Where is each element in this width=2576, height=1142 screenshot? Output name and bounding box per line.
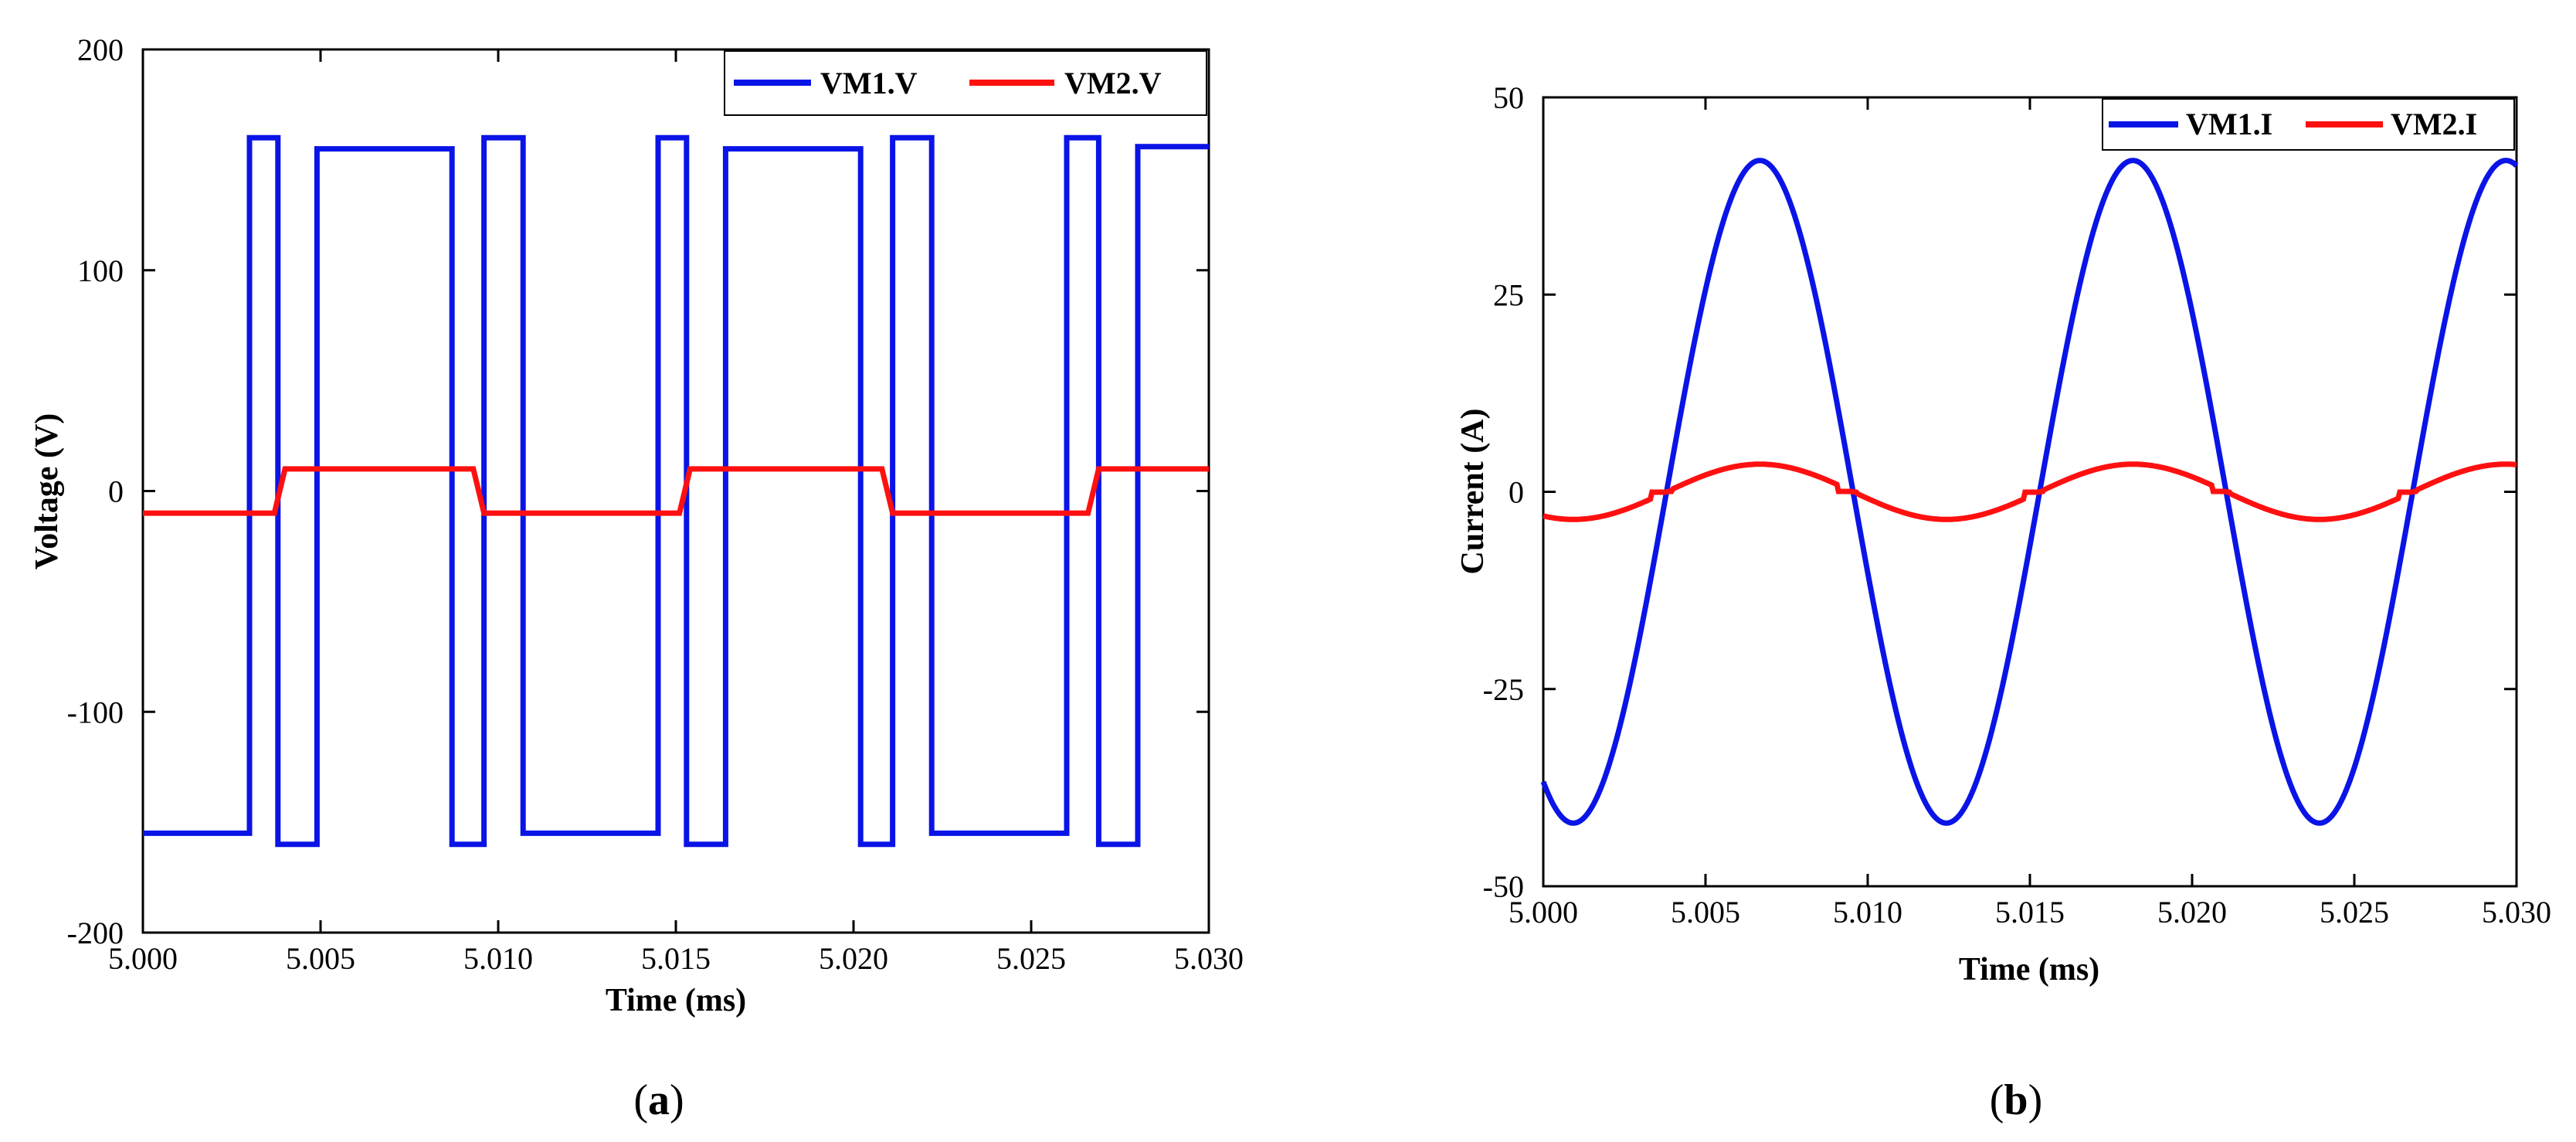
chart-a-xlabel: Time (ms) [606,983,746,1018]
chart-a-xtick-label: 5.005 [286,941,355,976]
chart-a-legend-label-vm1: VM1.V [820,66,918,100]
chart-a: 5.000 5.005 5.010 5.015 5.020 5.025 5.030 -200 -… [29,32,1244,1124]
chart-b-xtick-label: 5.005 [1671,895,1740,930]
chart-a-xtick-label: 5.000 [108,941,178,976]
chart-b-series-vm2-i [1543,461,2517,522]
chart-a-xtick-label: 5.010 [463,941,533,976]
chart-a-ticks-group: 5.000 5.005 5.010 5.015 5.020 5.025 5.030 -200 -… [67,32,1244,976]
chart-b-xtick-label: 5.030 [2482,895,2551,930]
chart-a-xtick-label: 5.015 [641,941,711,976]
chart-b-series-vm1-i [1540,158,2519,826]
chart-b-xtick-label: 5.025 [2320,895,2389,930]
chart-a-frame [141,48,1210,934]
chart-b-ytick-label: 50 [1493,80,1524,115]
chart-a-ytick-label: 200 [77,32,124,67]
chart-b-xtick-label: 5.015 [1995,895,2065,930]
chart-b: 5.000 5.005 5.010 5.015 5.020 5.025 5.030 -50 -2… [1455,80,2551,1124]
chart-a-xtick-label: 5.030 [1174,941,1244,976]
chart-a-series-vm1-v [143,134,1209,848]
chart-a-xtick-label: 5.025 [996,941,1066,976]
chart-b-xtick-label: 5.000 [1509,895,1578,930]
chart-b-ytick-label: -25 [1483,672,1524,707]
chart-b-legend-label-vm2: VM2.I [2391,107,2477,141]
chart-b-legend-label-vm1: VM1.I [2186,107,2272,141]
chart-b-panel-label: (b) [1990,1076,2042,1124]
chart-b-xlabel: Time (ms) [1959,952,2099,987]
chart-a-legend-label-vm2: VM2.V [1064,66,1162,100]
chart-a-xtick-label: 5.020 [819,941,888,976]
chart-b-legend: VM1.I VM2.I [2102,98,2515,151]
chart-a-ylabel: Voltage (V) [29,413,65,570]
chart-b-ylabel: Current (A) [1455,408,1491,574]
chart-b-series-group [1540,158,2519,826]
chart-b-ticks-group: 5.000 5.005 5.010 5.015 5.020 5.025 5.030 -50 -2… [1483,80,2551,930]
chart-a-ytick-label: -100 [67,695,124,729]
chart-a-legend: VM1.V VM2.V [724,50,1207,116]
chart-b-ytick-label: 25 [1493,277,1524,312]
chart-a-ytick-label: 100 [77,253,124,288]
chart-a-panel-label: (a) [633,1076,684,1124]
chart-a-series-group [143,134,1209,848]
chart-b-xtick-label: 5.020 [2157,895,2227,930]
chart-b-xtick-label: 5.010 [1833,895,1902,930]
chart-b-ytick-label: -50 [1483,869,1524,904]
chart-b-ytick-label: 0 [1509,475,1524,510]
chart-a-ytick-label: -200 [67,916,124,950]
chart-a-series-vm2-v [143,466,1209,516]
chart-a-ytick-label: 0 [108,474,124,509]
